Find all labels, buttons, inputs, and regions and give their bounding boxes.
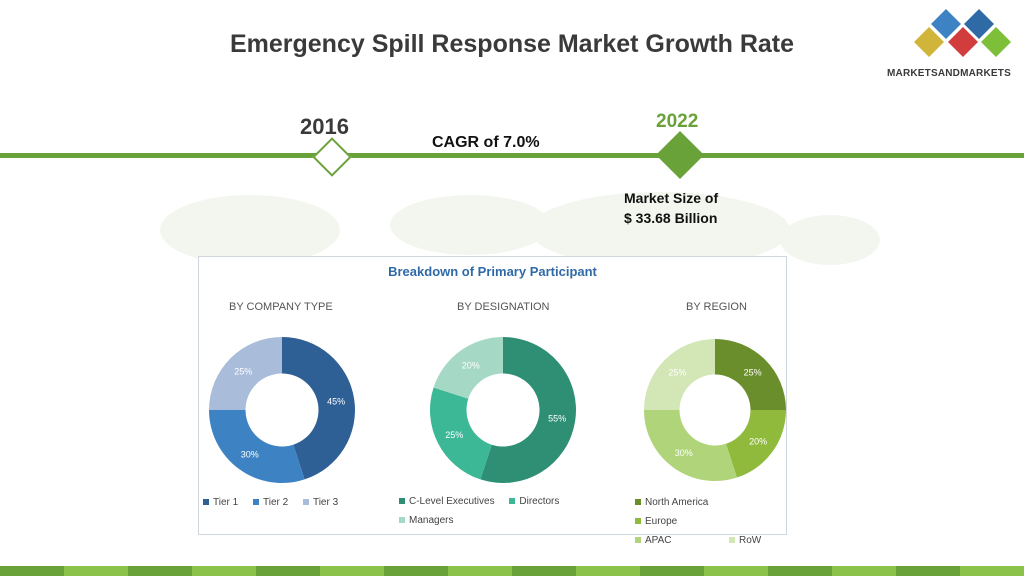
donut-slice-apac	[644, 410, 737, 481]
donut-slice-tier-1	[282, 337, 355, 480]
start-year: 2016	[300, 114, 349, 139]
panel-title: Breakdown of Primary Participant	[388, 264, 597, 279]
donut-slice-managers	[433, 337, 503, 399]
footer-stripe-segment	[640, 566, 704, 576]
legend-designation: C-Level Executives Directors Managers	[399, 492, 579, 530]
legend-swatch	[729, 537, 735, 544]
legend-swatch	[509, 498, 516, 505]
footer-stripe-segment	[128, 566, 192, 576]
footer-stripe	[0, 566, 1024, 576]
world-map-watermark	[160, 192, 880, 268]
cagr-label: CAGR of 7.0%	[432, 134, 540, 151]
marketsandmarkets-logo	[914, 9, 1011, 57]
footer-stripe-segment	[64, 566, 128, 576]
footer-stripe-segment	[832, 566, 896, 576]
donut-chart-company-type: 45% 30% 25%	[209, 337, 355, 483]
chart-title-region: BY REGION	[686, 301, 747, 313]
legend-swatch	[302, 499, 309, 506]
legend-swatch	[399, 517, 405, 524]
legend-swatch	[635, 518, 641, 525]
end-diamond-marker	[655, 130, 705, 180]
slice-value-label: 55%	[548, 414, 566, 424]
slide-title: Emergency Spill Response Market Growth R…	[229, 30, 795, 58]
market-size-label: Market Size of $ 33.68 Billion	[624, 188, 718, 228]
donut-chart-region: 25% 20% 30% 25%	[644, 339, 786, 481]
footer-stripe-segment	[768, 566, 832, 576]
legend-item: Tier 3	[302, 497, 338, 508]
slice-value-label: 25%	[668, 367, 686, 377]
slice-value-label: 45%	[327, 396, 345, 406]
footer-stripe-segment	[576, 566, 640, 576]
slice-value-label: 30%	[675, 448, 693, 458]
slice-value-label: 30%	[241, 449, 259, 459]
legend-swatch	[635, 499, 641, 506]
donut-slice-tier-3	[209, 337, 282, 410]
legend-item: Tier 2	[252, 497, 288, 508]
chart-title-company-type: BY COMPANY TYPE	[229, 301, 333, 313]
end-year: 2022	[656, 111, 699, 132]
legend-item: RoW	[729, 531, 761, 550]
start-diamond-marker	[312, 137, 352, 177]
footer-stripe-segment	[384, 566, 448, 576]
donut-chart-designation: 55% 25% 20%	[430, 337, 576, 483]
footer-stripe-segment	[192, 566, 256, 576]
legend-region: North AmericaEurope APAC RoW	[635, 493, 780, 550]
market-size-line1: Market Size of	[624, 190, 719, 206]
legend-item: APAC	[635, 531, 717, 550]
legend-swatch	[635, 537, 641, 544]
donut-slice-c-level-executives	[480, 337, 576, 483]
footer-stripe-segment	[0, 566, 64, 576]
legend-swatch	[399, 498, 405, 505]
legend-item: North America	[635, 493, 717, 512]
footer-stripe-segment	[320, 566, 384, 576]
legend-swatch	[252, 499, 259, 506]
chart-title-designation: BY DESIGNATION	[457, 301, 550, 313]
slice-value-label: 25%	[744, 367, 762, 377]
slice-value-label: 20%	[749, 436, 767, 446]
donut-slice-tier-2	[209, 410, 305, 483]
slice-value-label: 25%	[445, 430, 463, 440]
footer-stripe-segment	[512, 566, 576, 576]
legend-item: Europe	[635, 512, 677, 531]
legend-item: C-Level Executives	[399, 492, 495, 511]
donut-slice-row	[644, 339, 715, 410]
legend-company-type: Tier 1 Tier 2 Tier 3	[203, 497, 393, 508]
footer-stripe-segment	[704, 566, 768, 576]
donut-slice-europe	[725, 410, 786, 478]
slice-value-label: 25%	[234, 366, 252, 376]
footer-stripe-segment	[256, 566, 320, 576]
market-size-line2: $ 33.68 Billion	[624, 210, 718, 226]
primary-participant-panel: Breakdown of Primary Participant BY COMP…	[198, 256, 787, 546]
footer-stripe-segment	[896, 566, 960, 576]
timeline-bar	[0, 153, 1024, 158]
logo-text: MARKETSANDMARKETS	[887, 68, 1011, 79]
legend-item: Managers	[399, 511, 453, 530]
legend-swatch	[203, 499, 209, 506]
footer-stripe-segment	[960, 566, 1024, 576]
slice-value-label: 20%	[462, 361, 480, 371]
donut-slice-directors	[430, 387, 492, 480]
donut-slice-north-america	[715, 339, 786, 410]
legend-item: Directors	[509, 492, 559, 511]
legend-item: Tier 1	[203, 497, 238, 508]
footer-stripe-segment	[448, 566, 512, 576]
